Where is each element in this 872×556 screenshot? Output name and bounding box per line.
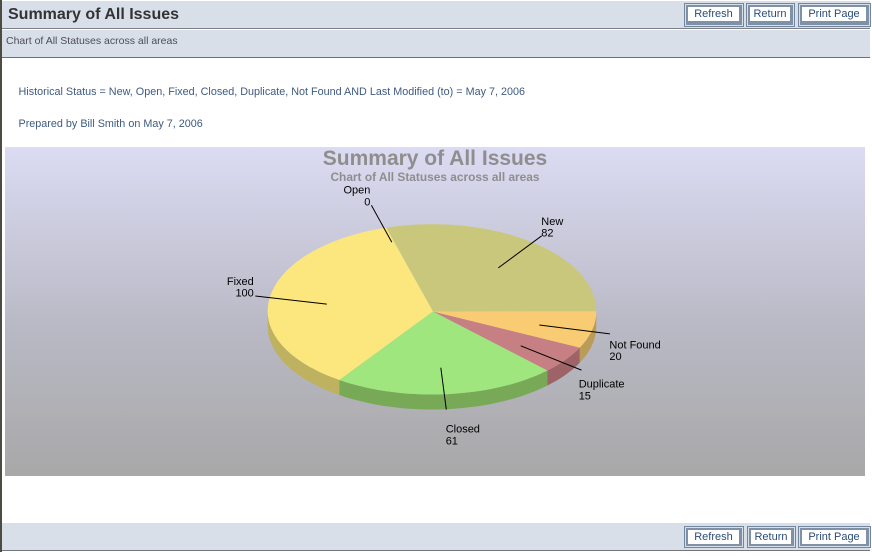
svg-text:Closed: Closed: [446, 424, 480, 436]
svg-text:Fixed: Fixed: [227, 276, 254, 288]
svg-text:20: 20: [609, 351, 621, 363]
svg-text:100: 100: [235, 288, 253, 300]
svg-text:0: 0: [364, 197, 370, 209]
svg-text:15: 15: [579, 391, 591, 403]
svg-text:New: New: [541, 216, 563, 228]
svg-text:Open: Open: [343, 185, 370, 197]
svg-text:Duplicate: Duplicate: [579, 379, 625, 391]
svg-text:82: 82: [541, 228, 553, 240]
svg-text:61: 61: [446, 435, 458, 447]
svg-text:Not Found: Not Found: [609, 339, 660, 351]
